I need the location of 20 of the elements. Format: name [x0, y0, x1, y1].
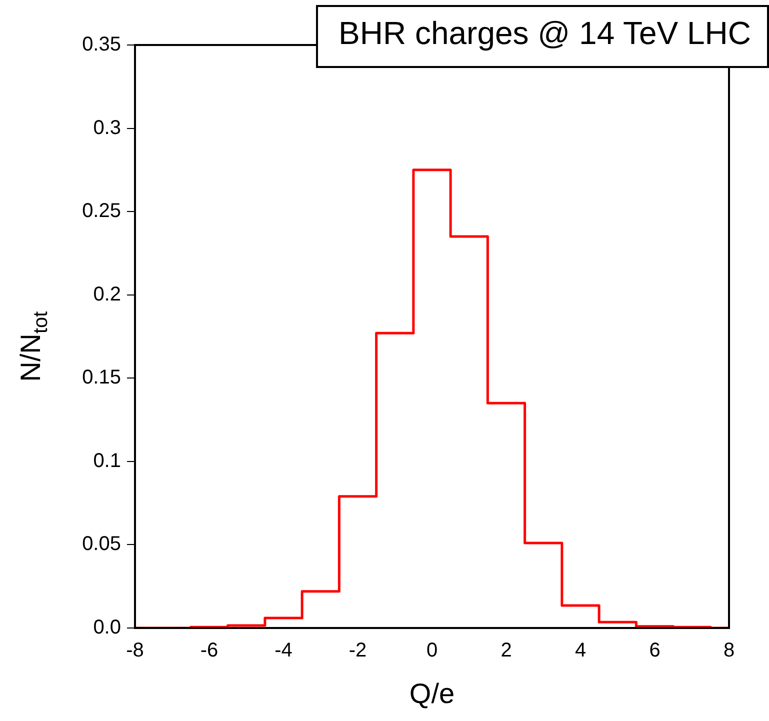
y-tick-label: 0.1 — [93, 450, 121, 472]
y-tick-label: 0.0 — [93, 616, 121, 639]
y-axis-title: N/Ntot — [15, 310, 52, 382]
y-tick-label: 0.3 — [93, 116, 121, 139]
x-tick-label: -6 — [200, 640, 218, 662]
y-tick-label: 0.35 — [82, 34, 121, 56]
y-tick-label: 0.2 — [93, 283, 121, 306]
x-axis-title: Q/e — [409, 678, 455, 709]
y-tick-label: 0.15 — [82, 366, 121, 389]
x-tick-label: -2 — [348, 640, 367, 662]
x-tick-label: 4 — [574, 640, 586, 662]
x-tick-label: 0 — [426, 640, 438, 662]
x-tick-label: 2 — [500, 640, 512, 662]
y-tick-label: 0.25 — [82, 200, 121, 222]
y-tick-label: 0.05 — [82, 533, 121, 556]
x-tick-label: -4 — [274, 640, 292, 662]
x-tick-label: 8 — [723, 640, 735, 662]
x-tick-label: -8 — [126, 640, 144, 662]
annotation: BHR charges @ 14 TeV LHC — [338, 15, 751, 52]
x-tick-label: 6 — [649, 640, 660, 662]
